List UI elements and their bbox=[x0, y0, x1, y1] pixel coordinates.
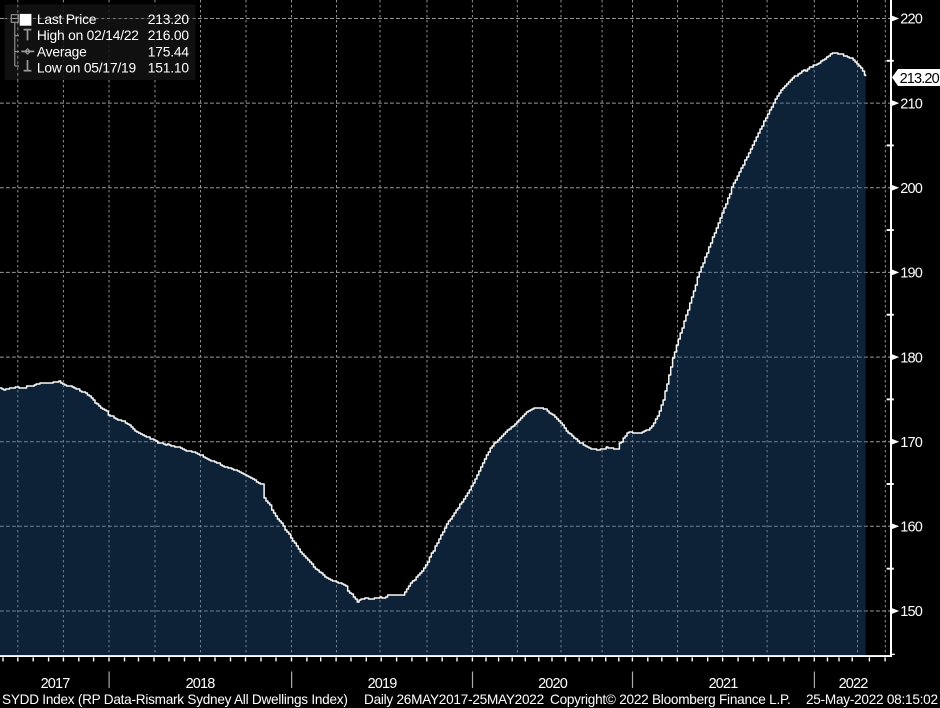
svg-text:180: 180 bbox=[900, 350, 922, 366]
svg-text:2018: 2018 bbox=[186, 676, 216, 692]
svg-text:Low on 05/17/19: Low on 05/17/19 bbox=[37, 61, 137, 76]
svg-text:151.10: 151.10 bbox=[148, 61, 190, 76]
svg-text:200: 200 bbox=[900, 181, 922, 197]
svg-text:150: 150 bbox=[900, 604, 922, 620]
svg-text:216.00: 216.00 bbox=[148, 28, 190, 43]
svg-text:High on 02/14/22: High on 02/14/22 bbox=[37, 28, 139, 43]
svg-text:160: 160 bbox=[900, 520, 922, 536]
svg-text:2017: 2017 bbox=[41, 676, 71, 692]
svg-text:2019: 2019 bbox=[368, 676, 398, 692]
svg-text:2020: 2020 bbox=[538, 676, 568, 692]
svg-text:SYDD Index (RP Data-Rismark Sy: SYDD Index (RP Data-Rismark Sydney All D… bbox=[2, 692, 348, 707]
svg-text:213.20: 213.20 bbox=[148, 12, 190, 27]
svg-text:210: 210 bbox=[900, 96, 922, 112]
svg-text:2021: 2021 bbox=[709, 676, 739, 692]
svg-text:Copyright© 2022 Bloomberg Fina: Copyright© 2022 Bloomberg Finance L.P. bbox=[550, 692, 791, 707]
svg-text:175.44: 175.44 bbox=[148, 44, 190, 59]
svg-text:220: 220 bbox=[900, 12, 922, 28]
svg-text:170: 170 bbox=[900, 435, 922, 451]
svg-text:213.20: 213.20 bbox=[900, 71, 940, 87]
svg-text:2022: 2022 bbox=[839, 676, 869, 692]
svg-text:25-May-2022 08:15:02: 25-May-2022 08:15:02 bbox=[806, 692, 938, 707]
svg-text:190: 190 bbox=[900, 266, 922, 282]
svg-text:Daily 26MAY2017-25MAY2022: Daily 26MAY2017-25MAY2022 bbox=[364, 692, 544, 707]
svg-text:Last Price: Last Price bbox=[37, 12, 97, 27]
svg-text:Average: Average bbox=[37, 44, 87, 59]
